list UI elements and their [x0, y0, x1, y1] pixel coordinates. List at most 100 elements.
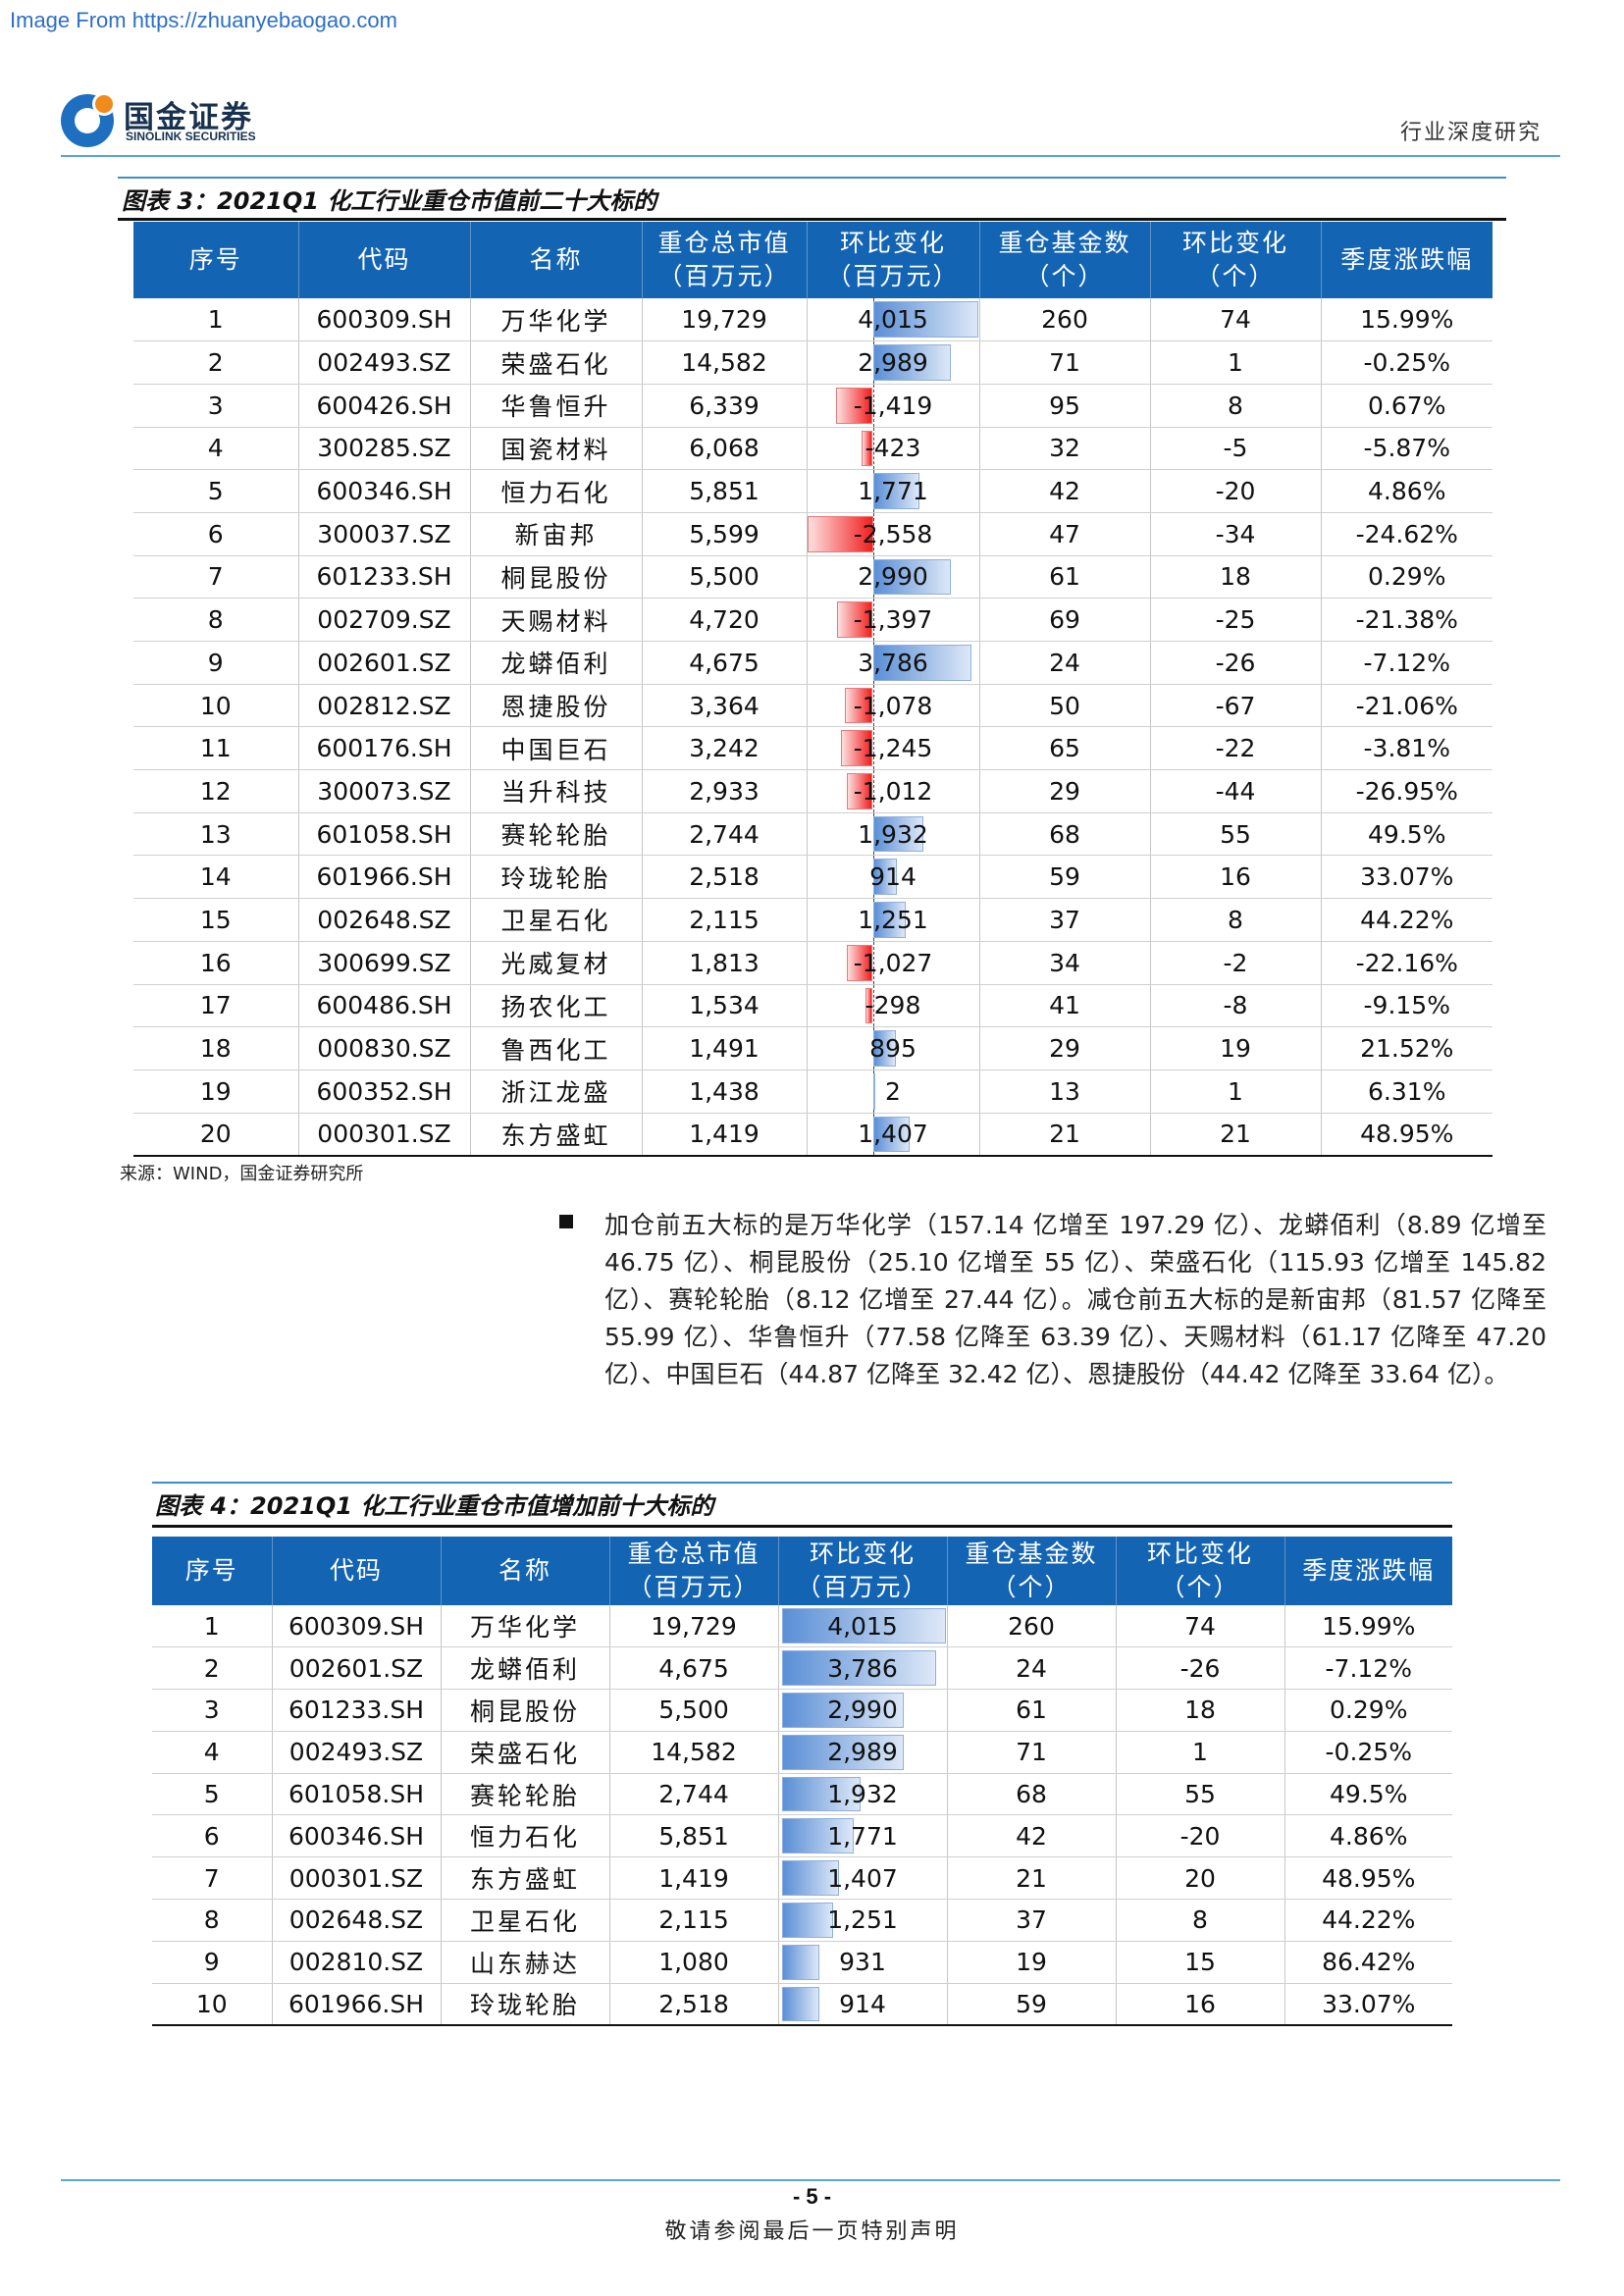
cell-no: 10 — [152, 1983, 273, 2026]
cell-fund-count: 71 — [947, 1731, 1117, 1774]
cell-name: 天赐材料 — [470, 598, 643, 642]
cell-name: 玲珑轮胎 — [441, 1983, 610, 2026]
cell-change: 4,015 — [778, 1605, 948, 1648]
cell-change: 1,771 — [807, 469, 980, 513]
table-row: 4 300285.SZ 国瓷材料 6,068 -423 32 -5 -5.87% — [133, 427, 1493, 471]
table-row: 8 002709.SZ 天赐材料 4,720 -1,397 69 -25 -21.38% — [133, 598, 1493, 642]
cell-fund-count: 71 — [979, 340, 1151, 385]
cell-name: 东方盛虹 — [470, 1113, 643, 1157]
bar-axis — [872, 599, 874, 641]
watermark-text[interactable]: Image From https://zhuanyebaogao.com — [10, 8, 397, 32]
table-row: 7 000301.SZ 东方盛虹 1,419 1,407 21 20 48.95% — [152, 1856, 1452, 1901]
cell-name: 浙江龙盛 — [470, 1070, 643, 1114]
table-row: 10 002812.SZ 恩捷股份 3,364 -1,078 50 -67 -21.06% — [133, 684, 1493, 728]
cell-code: 601058.SH — [298, 812, 471, 857]
col-header: 序号 — [133, 222, 299, 298]
cell-name: 中国巨石 — [470, 726, 643, 771]
cell-change: 3,786 — [778, 1646, 948, 1691]
cell-change-value: -1,419 — [853, 391, 933, 420]
cell-market-value: 1,491 — [642, 1026, 808, 1070]
cell-quarter-pct: 21.52% — [1321, 1026, 1493, 1070]
change-bar — [872, 1072, 875, 1110]
cell-name: 赛轮轮胎 — [441, 1773, 610, 1816]
cell-fund-count: 65 — [979, 726, 1151, 771]
cell-fund-count: 68 — [979, 812, 1151, 857]
cell-code: 600346.SH — [298, 469, 471, 513]
cell-no: 12 — [133, 769, 299, 813]
cell-market-value: 2,744 — [642, 812, 808, 857]
company-logo: 国金证券 SINOLINK SECURITIES — [61, 92, 296, 147]
cell-fund-count: 50 — [979, 684, 1151, 728]
cell-fund-change: 74 — [1116, 1605, 1285, 1648]
cell-fund-count: 68 — [947, 1773, 1117, 1816]
cell-no: 17 — [133, 984, 299, 1028]
cell-fund-count: 260 — [947, 1605, 1117, 1648]
change-bar — [781, 1734, 904, 1770]
change-bar — [872, 301, 978, 339]
table-row: 8 002648.SZ 卫星石化 2,115 1,251 37 8 44.22% — [152, 1899, 1452, 1942]
table-row: 6 300037.SZ 新宙邦 5,599 -2,558 47 -34 -24.62% — [133, 512, 1493, 556]
cell-quarter-pct: 15.99% — [1284, 1605, 1452, 1648]
col-header-label: 环比变化 — [1146, 1539, 1253, 1568]
cell-market-value: 2,518 — [609, 1983, 779, 2026]
col-header-unit: （个） — [1160, 1573, 1240, 1601]
change-bar — [872, 473, 919, 509]
cell-fund-change: 1 — [1150, 1070, 1322, 1114]
cell-quarter-pct: 15.99% — [1321, 298, 1493, 342]
cell-code: 000830.SZ — [298, 1026, 471, 1070]
col-header: 名称 — [470, 222, 643, 298]
cell-code: 600352.SH — [298, 1070, 471, 1114]
cell-change-value: 1,771 — [858, 477, 928, 506]
cell-no: 6 — [152, 1814, 273, 1858]
cell-no: 4 — [133, 427, 299, 471]
col-header-label: 代码 — [357, 245, 411, 274]
cell-change: 1,251 — [807, 898, 980, 942]
cell-fund-change: -20 — [1150, 469, 1322, 513]
cell-no: 11 — [133, 726, 299, 771]
cell-quarter-pct: -5.87% — [1321, 427, 1493, 471]
cell-change: -1,078 — [807, 684, 980, 728]
cell-change: 2,990 — [778, 1689, 948, 1732]
disclaimer: 敬请参阅最后一页特别声明 — [664, 2219, 960, 2244]
cell-fund-change: -25 — [1150, 598, 1322, 642]
cell-market-value: 1,419 — [642, 1113, 808, 1157]
col-header-label: 环比变化 — [839, 229, 946, 257]
cell-market-value: 4,720 — [642, 598, 808, 642]
table-row: 12 300073.SZ 当升科技 2,933 -1,012 29 -44 -26.95% — [133, 769, 1493, 813]
cell-change-value: -1,012 — [853, 776, 933, 806]
col-header: 环比变化 （个） — [1150, 222, 1322, 298]
cell-market-value: 5,500 — [609, 1689, 779, 1732]
cell-fund-change: 1 — [1116, 1731, 1285, 1774]
cell-code: 601058.SH — [272, 1773, 442, 1816]
cell-code: 002709.SZ — [298, 598, 471, 642]
cell-quarter-pct: 48.95% — [1284, 1856, 1452, 1901]
cell-change-value: -1,397 — [853, 605, 933, 635]
cell-change-value: 1,407 — [827, 1863, 898, 1893]
cell-market-value: 6,339 — [642, 384, 808, 428]
cell-change: 931 — [778, 1941, 948, 1984]
cell-code: 002648.SZ — [272, 1899, 442, 1942]
cell-code: 601233.SH — [272, 1689, 442, 1732]
analysis-paragraph: 加仓前五大标的是万华化学（157.14 亿增至 197.29 亿）、龙蟒佰利（8… — [604, 1211, 1546, 1388]
cell-no: 15 — [133, 898, 299, 942]
table-row: 2 002493.SZ 荣盛石化 14,582 2,989 71 1 -0.25% — [133, 340, 1493, 385]
cell-no: 5 — [152, 1773, 273, 1816]
cell-change-value: -1,245 — [853, 734, 933, 763]
cell-change: 914 — [807, 855, 980, 900]
table-row: 6 600346.SH 恒力石化 5,851 1,771 42 -20 4.86% — [152, 1814, 1452, 1858]
cell-quarter-pct: 49.5% — [1284, 1773, 1452, 1816]
cell-no: 4 — [152, 1731, 273, 1774]
cell-code: 600426.SH — [298, 384, 471, 428]
table-row: 5 601058.SH 赛轮轮胎 2,744 1,932 68 55 49.5% — [152, 1773, 1452, 1816]
col-header-unit: （百万元） — [796, 1573, 929, 1601]
table-row: 14 601966.SH 玲珑轮胎 2,518 914 59 16 33.07% — [133, 855, 1493, 900]
col-header-label: 重仓总市值 — [657, 229, 791, 257]
cell-code: 600176.SH — [298, 726, 471, 771]
cell-quarter-pct: 0.29% — [1321, 555, 1493, 600]
cell-no: 5 — [133, 469, 299, 513]
cell-no: 1 — [133, 298, 299, 342]
cell-quarter-pct: 4.86% — [1284, 1814, 1452, 1858]
table-row: 5 600346.SH 恒力石化 5,851 1,771 42 -20 4.86% — [133, 469, 1493, 513]
cell-quarter-pct: -7.12% — [1321, 641, 1493, 685]
cell-fund-change: 21 — [1150, 1113, 1322, 1157]
